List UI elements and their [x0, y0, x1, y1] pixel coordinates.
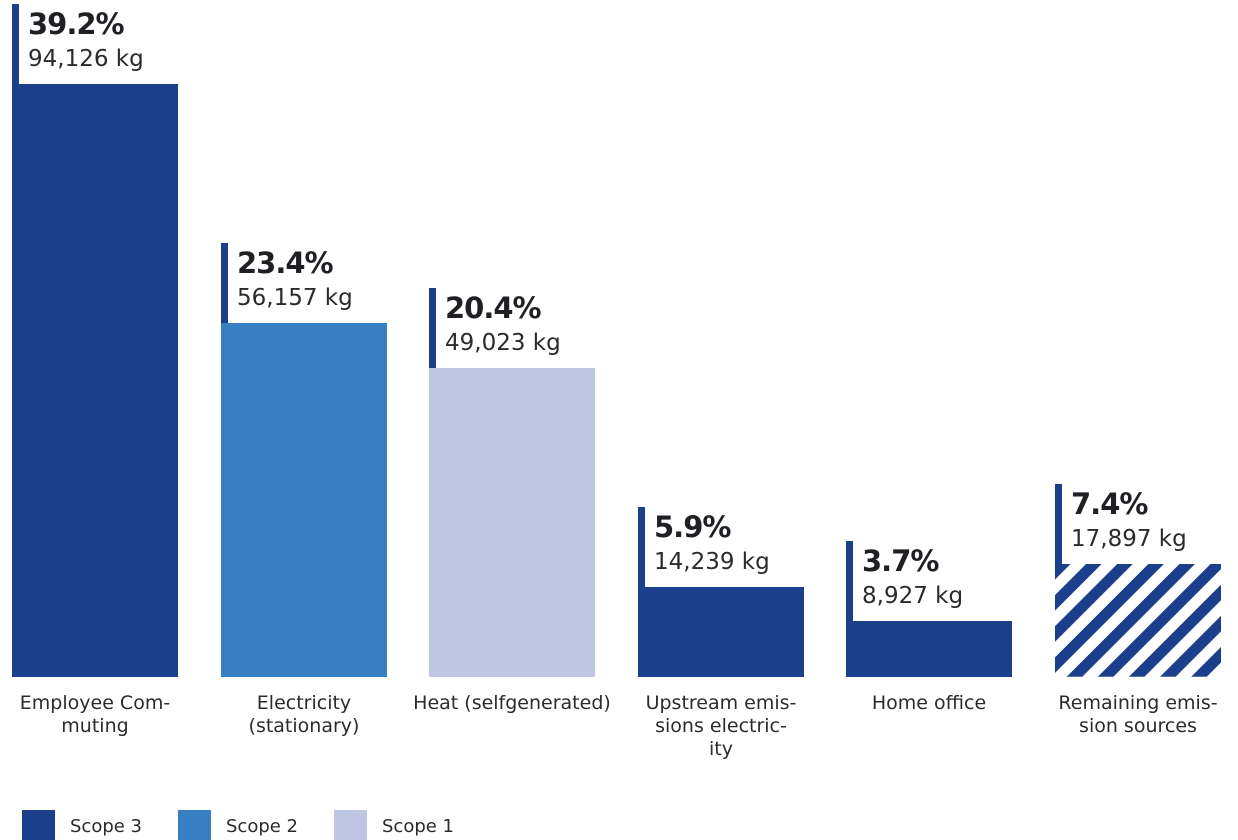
- bar-label-accent: [12, 4, 19, 84]
- hatch-fill: [1055, 564, 1221, 677]
- bar-value-label: 17,897 kg: [1071, 526, 1187, 553]
- bar-percent-label: 20.4%: [445, 291, 542, 326]
- category-label-line: Remaining emis-: [1058, 692, 1218, 714]
- bar-label-accent: [221, 243, 228, 324]
- category-label-line: ity: [709, 738, 733, 760]
- legend-swatch: [178, 810, 211, 840]
- category-label: Electricity (stationary): [199, 692, 409, 738]
- bar: [1055, 564, 1221, 677]
- bar-label-accent: [429, 288, 436, 369]
- category-label-line: Electricity: [256, 692, 352, 714]
- bar-label-accent: [846, 540, 853, 621]
- category-label-line: Upstream emis-: [645, 692, 797, 714]
- category-label-line: Employee Com-: [19, 692, 171, 714]
- legend-swatch: [22, 810, 55, 840]
- bar-percent-label: 3.7%: [862, 543, 939, 578]
- category-label: Home office: [824, 692, 1034, 715]
- bar-label-accent: [1055, 484, 1062, 565]
- bar-percent-label: 7.4%: [1071, 487, 1148, 522]
- bar-percent-label: 39.2%: [28, 7, 125, 41]
- bar: [638, 587, 804, 677]
- category-label-line: muting: [61, 715, 129, 737]
- bar-label-accent: [638, 507, 645, 588]
- category-label: Employee Com-muting: [0, 692, 200, 738]
- bar-percent-label: 5.9%: [654, 510, 731, 545]
- bar-value-label: 14,239 kg: [654, 549, 770, 576]
- category-label-line: sion sources: [1079, 715, 1197, 737]
- bar: [846, 620, 1012, 677]
- bar: [429, 368, 595, 677]
- bar-value-label: 56,157 kg: [237, 285, 353, 312]
- bar: [221, 323, 387, 677]
- legend-swatch: [334, 810, 367, 840]
- category-label-line: sions electric-: [655, 715, 787, 737]
- legend-label: Scope 1: [382, 816, 455, 837]
- legend-label: Scope 2: [226, 816, 299, 837]
- bar-value-label: 49,023 kg: [445, 330, 561, 357]
- bar-value-label: 8,927 kg: [862, 582, 964, 609]
- legend-label: Scope 3: [70, 816, 143, 837]
- category-label-line: Home office: [871, 692, 987, 714]
- category-label: Heat (selfgenerated): [407, 692, 617, 715]
- bar-percent-label: 23.4%: [237, 246, 334, 281]
- category-label-line: Heat (selfgenerated): [413, 692, 611, 714]
- category-label-line: (stationary): [248, 715, 360, 737]
- category-label: Remaining emis-sion sources: [1033, 692, 1238, 738]
- bar-value-label: 94,126 kg: [28, 46, 144, 72]
- bar: [12, 84, 178, 677]
- category-label: Upstream emis-sions electric-ity: [616, 692, 826, 761]
